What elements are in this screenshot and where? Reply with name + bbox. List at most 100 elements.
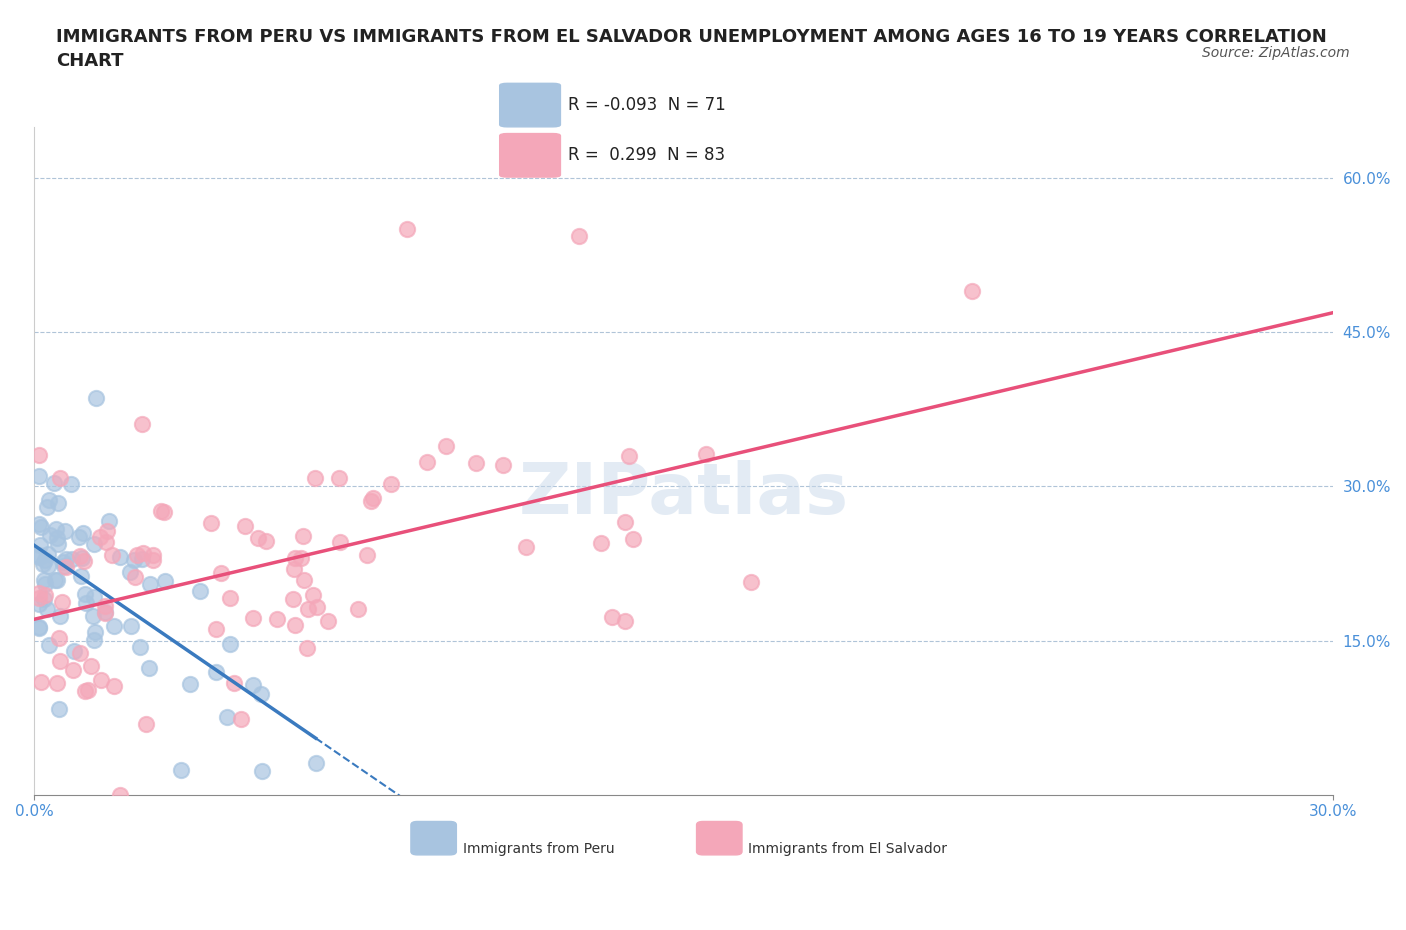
Point [150,504,173,519]
Point [52,554,75,569]
Point [51,594,73,609]
Point [75,587,97,602]
Point [139,577,162,591]
Point [295,641,318,656]
Point [242,677,264,692]
Point [31,556,53,571]
Point [34,552,56,567]
Point [284,551,307,565]
Point [307,599,329,614]
Point [73,684,96,698]
Point [37,559,59,574]
Point [53,559,76,574]
Point [34,576,56,591]
Point [328,471,350,485]
Point [135,717,157,732]
Point [256,534,278,549]
Point [360,494,382,509]
Point [602,609,624,624]
Point [304,471,326,485]
Point [131,551,153,566]
FancyBboxPatch shape [411,821,457,855]
Point [361,491,384,506]
Point [69,549,91,564]
Point [120,618,142,633]
Point [305,755,328,770]
Point [82,608,104,623]
Text: Immigrants from El Salvador: Immigrants from El Salvador [748,842,948,856]
Point [142,552,165,567]
Point [28,591,51,605]
Point [45,531,67,546]
Point [63,644,86,658]
Point [45,522,67,537]
Point [72,525,94,540]
Point [55,551,77,566]
FancyBboxPatch shape [499,84,561,126]
Point [30,675,52,690]
Point [246,531,269,546]
Point [138,660,160,675]
Point [131,417,153,432]
Point [28,586,51,601]
Point [266,612,288,627]
Text: Source: ZipAtlas.com: Source: ZipAtlas.com [1202,46,1350,60]
Point [179,676,201,691]
Text: R =  0.299  N = 83: R = 0.299 N = 83 [568,146,725,164]
Point [209,565,232,580]
Point [96,524,118,538]
Point [28,596,51,611]
Point [67,529,90,544]
Point [205,664,228,679]
Point [48,701,70,716]
Point [46,537,69,551]
Point [290,551,312,565]
Text: Immigrants from Peru: Immigrants from Peru [463,842,614,856]
Point [188,584,211,599]
Point [73,553,96,568]
Point [380,477,402,492]
Point [329,535,352,550]
Point [101,548,124,563]
Point [292,529,315,544]
Point [233,518,256,533]
FancyBboxPatch shape [696,821,742,855]
Point [84,625,107,640]
Point [621,531,644,546]
Point [568,229,591,244]
Point [204,621,226,636]
Point [32,572,55,587]
Point [962,284,984,299]
Point [122,552,145,567]
Point [169,763,191,777]
Point [38,638,60,653]
Point [30,520,52,535]
Point [28,447,51,462]
Point [35,499,58,514]
Point [77,683,100,698]
Point [75,595,97,610]
Point [46,496,69,511]
Point [589,536,612,551]
Point [83,537,105,551]
Point [131,546,153,561]
Point [103,679,125,694]
Point [48,630,70,644]
Point [108,550,131,565]
Point [142,547,165,562]
Point [55,560,77,575]
Point [98,514,121,529]
Point [62,663,84,678]
Point [242,611,264,626]
Point [32,591,55,606]
Point [292,573,315,588]
Point [94,605,117,620]
Point [80,659,103,674]
Point [28,550,51,565]
Point [28,548,51,563]
Point [45,572,67,587]
Point [37,547,59,562]
FancyBboxPatch shape [499,134,561,177]
Text: R = -0.093  N = 71: R = -0.093 N = 71 [568,96,725,113]
Point [108,788,131,803]
